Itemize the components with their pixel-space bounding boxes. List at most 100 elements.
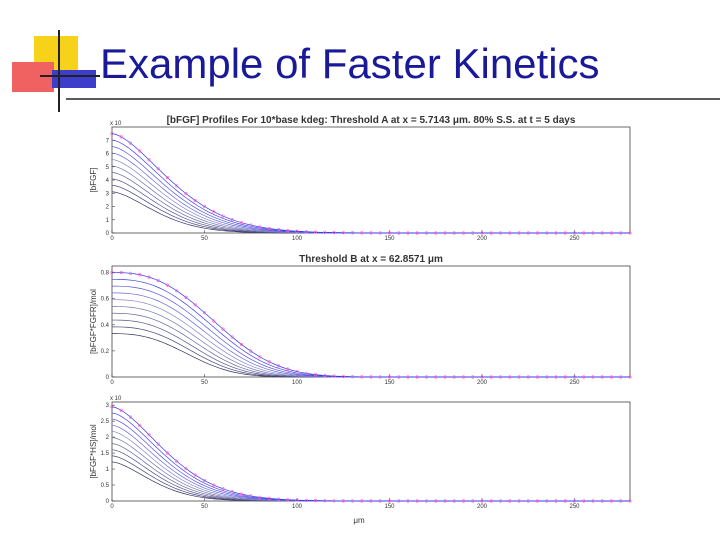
data-marker	[563, 231, 567, 235]
data-marker	[480, 499, 484, 503]
data-marker	[628, 499, 632, 503]
data-marker	[452, 231, 456, 235]
data-marker	[480, 231, 484, 235]
data-marker	[387, 231, 392, 235]
chart-panel-2: 0 50 100 150 200 250 0 0.2 0.4 0.6 0.8 Threshold B …	[89, 254, 632, 386]
data-marker	[526, 375, 530, 379]
data-marker	[175, 184, 179, 188]
data-marker	[424, 231, 429, 235]
data-marker	[406, 375, 410, 379]
y-axis-label: [bFGF*HS]/mol	[89, 424, 98, 478]
data-marker	[276, 497, 281, 501]
data-marker	[221, 327, 225, 331]
x-tick-label: 50	[201, 380, 208, 386]
data-marker	[628, 375, 632, 379]
data-marker	[535, 375, 540, 379]
x-tick-label: 100	[292, 380, 303, 386]
data-marker	[193, 473, 197, 477]
data-marker	[600, 231, 604, 235]
data-marker	[332, 499, 336, 503]
y-tick-label: 6	[106, 152, 110, 158]
data-marker	[619, 375, 623, 379]
data-marker	[239, 221, 244, 225]
data-marker	[156, 278, 160, 283]
data-marker	[165, 283, 170, 287]
data-marker	[128, 271, 133, 275]
x-tick-label: 150	[384, 380, 395, 386]
y-tick-label: 5	[106, 165, 110, 171]
data-marker	[276, 364, 281, 368]
x-tick-label: 200	[477, 504, 488, 510]
data-marker	[619, 499, 623, 503]
data-marker	[489, 231, 493, 235]
data-marker	[443, 231, 447, 235]
data-marker	[286, 367, 290, 371]
data-marker	[202, 478, 207, 483]
data-marker	[110, 132, 114, 136]
data-marker	[498, 499, 503, 503]
y-tick-label: 0	[106, 499, 110, 505]
data-marker	[304, 230, 308, 234]
chart-title: Threshold B at x = 62.8571 μm	[299, 254, 443, 265]
data-marker	[286, 228, 290, 233]
data-marker	[600, 499, 604, 503]
chart-panel-1: 0 50 100 150 200 250 0 1 2 3 4 5 6 7 x 10 [bFGF] Profil…	[89, 115, 632, 242]
data-marker	[360, 231, 364, 235]
data-marker	[535, 231, 540, 235]
logo-red-square	[12, 62, 54, 92]
data-marker	[489, 375, 493, 379]
data-marker	[184, 295, 188, 300]
data-marker	[600, 375, 604, 379]
data-marker	[230, 335, 234, 339]
data-marker	[424, 499, 429, 503]
data-marker	[378, 231, 382, 235]
data-marker	[609, 231, 614, 235]
y-axis-label: [bFGF*FGFR]/mol	[89, 289, 98, 354]
data-marker	[619, 231, 623, 235]
data-marker	[350, 375, 355, 379]
data-marker	[156, 167, 160, 171]
data-marker	[452, 499, 456, 503]
data-marker	[156, 442, 160, 446]
data-marker	[471, 231, 475, 235]
data-marker	[138, 149, 142, 153]
y-tick-label: 0.4	[101, 323, 110, 329]
data-marker	[341, 499, 345, 503]
y-tick-label: 3	[106, 403, 110, 409]
data-marker	[498, 231, 503, 235]
data-marker	[628, 231, 632, 235]
data-marker	[378, 499, 382, 503]
data-marker	[165, 175, 170, 180]
data-marker	[221, 487, 225, 491]
data-marker	[582, 499, 586, 503]
data-marker	[572, 499, 577, 503]
data-marker	[304, 498, 308, 502]
data-marker	[498, 375, 503, 379]
data-marker	[461, 375, 466, 379]
data-marker	[119, 271, 123, 275]
data-marker	[545, 231, 549, 235]
data-marker	[258, 495, 262, 499]
data-marker	[415, 499, 419, 503]
data-marker	[480, 375, 484, 379]
data-marker	[526, 231, 530, 235]
data-marker	[193, 198, 197, 203]
data-marker	[350, 499, 355, 503]
y-tick-label: 2	[106, 435, 110, 441]
data-marker	[286, 498, 290, 502]
data-marker	[461, 499, 466, 503]
data-marker	[582, 375, 586, 379]
data-marker	[212, 483, 216, 487]
data-marker	[397, 499, 401, 503]
data-marker	[175, 289, 179, 293]
data-marker	[221, 214, 225, 218]
data-marker	[591, 231, 595, 235]
data-marker	[609, 499, 614, 503]
data-marker	[443, 375, 447, 379]
data-marker	[138, 423, 142, 428]
data-marker	[369, 499, 373, 503]
data-marker	[249, 223, 253, 227]
data-marker	[341, 374, 345, 379]
x-tick-label: 0	[110, 504, 114, 510]
